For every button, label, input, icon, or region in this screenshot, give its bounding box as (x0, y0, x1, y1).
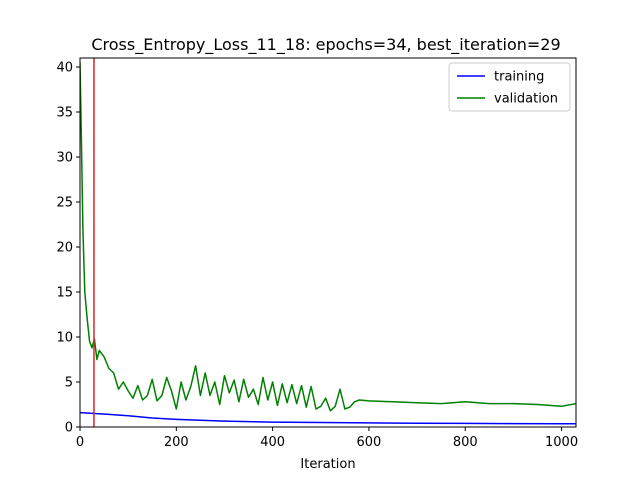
legend-label-training: training (494, 70, 544, 85)
axes-frame (79, 57, 577, 428)
chart-title: Cross_Entropy_Loss_11_18: epochs=34, bes… (91, 35, 560, 55)
y-tick-label: 10 (56, 331, 73, 346)
y-tick-label: 40 (56, 61, 73, 76)
y-tick-label: 20 (56, 241, 73, 256)
plot-area: 0 200 400 600 800 1000 0 5 10 15 20 25 30 35 40 (56, 57, 578, 450)
y-tick-label: 15 (56, 286, 73, 301)
legend-frame (448, 62, 571, 112)
legend-label-validation: validation (494, 92, 558, 107)
y-tick-label: 0 (65, 421, 73, 436)
series-line-validation (80, 62, 576, 412)
y-tick-label: 5 (65, 376, 73, 391)
x-tick-label: 600 (357, 435, 382, 450)
x-tick-label: 0 (76, 435, 84, 450)
series-line-training (80, 411, 576, 425)
y-tick-label: 25 (56, 196, 73, 211)
x-tick-label: 800 (453, 435, 478, 450)
x-axis-label: Iteration (300, 457, 355, 472)
x-tick-label: 200 (164, 435, 189, 450)
x-tick-label: 400 (260, 435, 285, 450)
series-group (80, 58, 576, 427)
y-tick-label: 30 (56, 151, 73, 166)
x-tick-label: 1000 (545, 435, 578, 450)
y-tick-label: 35 (56, 106, 73, 121)
legend: training validation (448, 62, 571, 112)
